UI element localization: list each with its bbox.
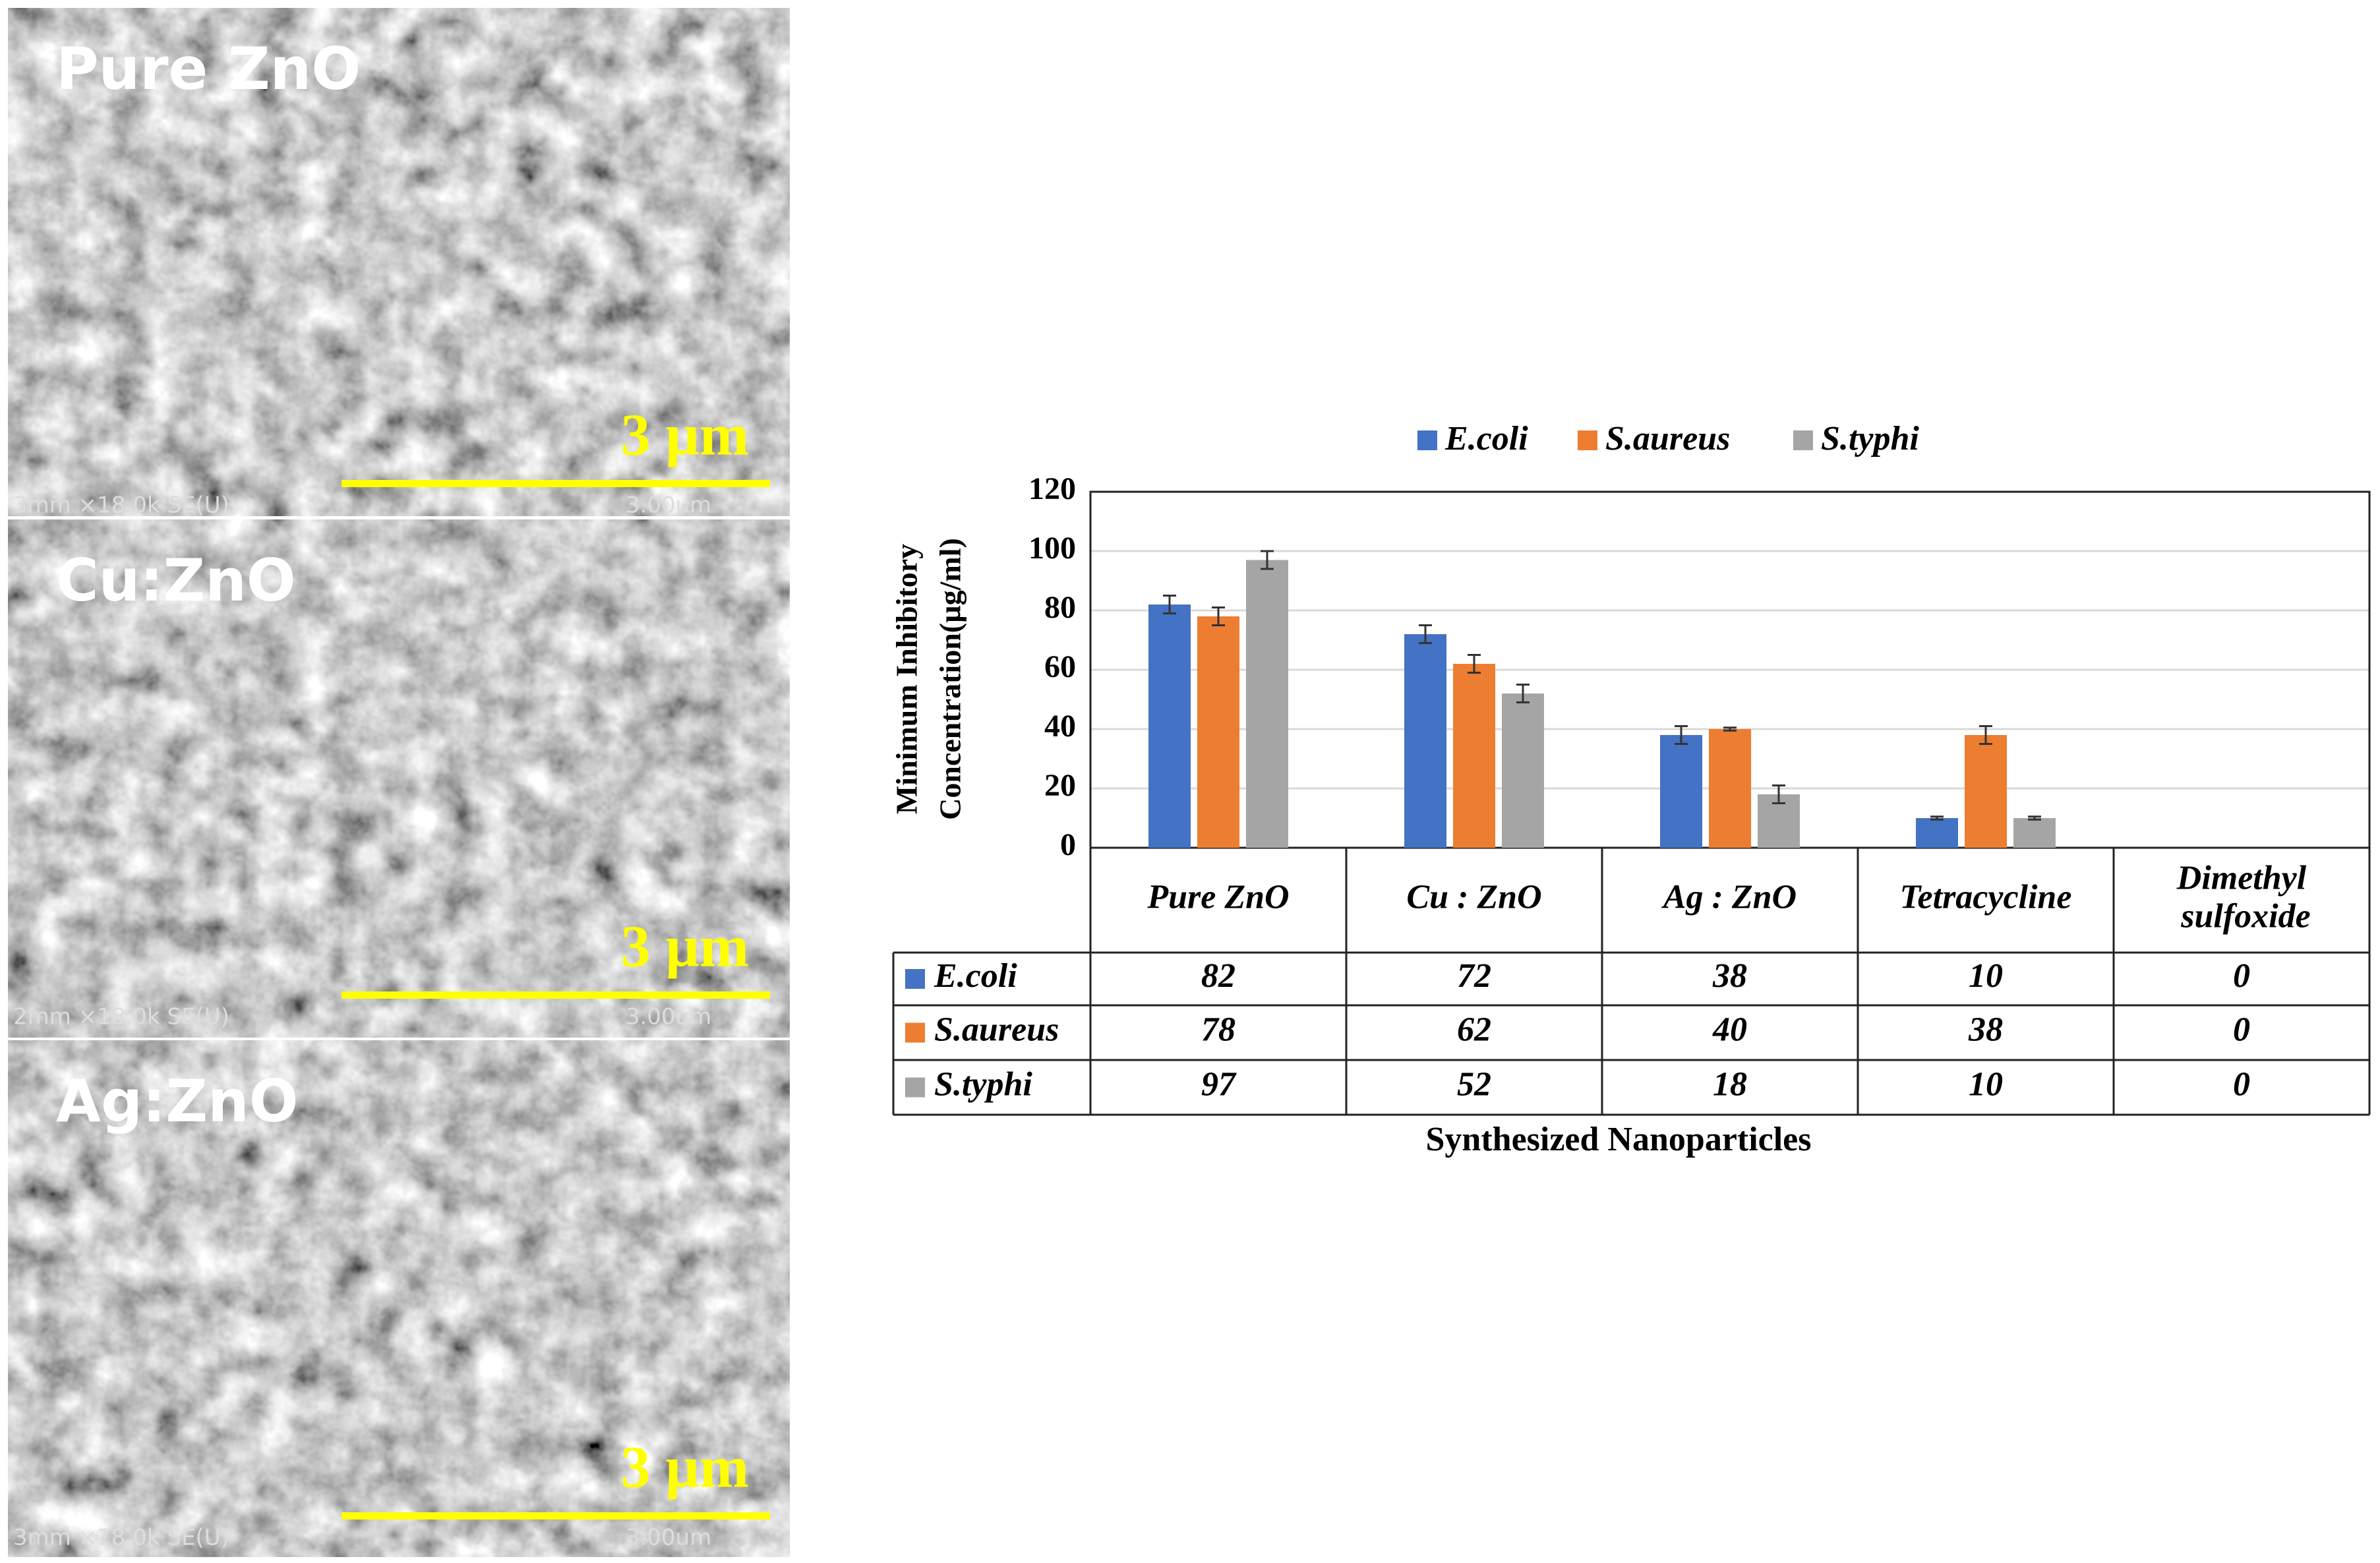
category-label: Pure ZnO xyxy=(1146,878,1289,916)
table-value: 0 xyxy=(2233,1011,2250,1048)
sem-info: 2mm ×18.0k SE(U) xyxy=(13,1004,229,1030)
legend-label: S.aureus xyxy=(1605,420,1730,457)
bar xyxy=(1709,729,1751,848)
y-axis-label: Concentration(µg/ml) xyxy=(934,538,967,820)
scale-bar xyxy=(342,991,770,999)
scale-bar xyxy=(342,480,770,487)
error-bar xyxy=(1468,654,1481,674)
row-label: S.aureus xyxy=(934,1011,1059,1048)
legend-swatch xyxy=(905,1077,925,1098)
bar xyxy=(1453,664,1495,848)
error-bar xyxy=(1723,726,1737,732)
bar xyxy=(1916,818,1958,848)
bar xyxy=(1404,634,1446,848)
y-tick-label: 100 xyxy=(1028,531,1076,566)
table-value: 38 xyxy=(1712,957,1747,995)
legend-label: S.typhi xyxy=(1821,420,1919,457)
y-tick-label: 0 xyxy=(1060,827,1076,862)
bar xyxy=(1197,616,1239,848)
bar xyxy=(2013,818,2056,848)
table-value: 40 xyxy=(1712,1011,1747,1048)
legend-swatch xyxy=(1578,430,1597,450)
table-value: 10 xyxy=(1969,957,2003,995)
y-tick-label: 120 xyxy=(1028,471,1076,506)
scale-text: 3 µm xyxy=(621,403,749,468)
table-value: 0 xyxy=(2233,1065,2250,1103)
table-value: 0 xyxy=(2233,957,2250,995)
table-value: 97 xyxy=(1201,1065,1237,1103)
table-value: 72 xyxy=(1457,957,1491,995)
table-value: 52 xyxy=(1457,1065,1491,1103)
legend-label: E.coli xyxy=(1444,420,1528,457)
y-tick-label: 20 xyxy=(1044,768,1076,803)
table-value: 38 xyxy=(1968,1011,2003,1048)
error-bar xyxy=(1261,550,1274,570)
category-label: Cu : ZnO xyxy=(1406,878,1541,916)
row-label: S.typhi xyxy=(934,1065,1032,1103)
legend-swatch xyxy=(905,1022,925,1043)
panel-label: Cu:ZnO xyxy=(56,546,296,614)
bar xyxy=(1148,605,1191,848)
sem-image xyxy=(8,1040,790,1557)
table-value: 10 xyxy=(1969,1065,2003,1103)
sem-image xyxy=(8,519,790,1038)
bar xyxy=(1246,560,1288,848)
x-axis-label: Synthesized Nanoparticles xyxy=(1426,1121,1812,1158)
legend-swatch xyxy=(905,969,925,989)
error-bar xyxy=(1930,815,1944,821)
panel-label: Ag:ZnO xyxy=(56,1067,299,1135)
legend-swatch xyxy=(1417,430,1437,450)
sem-image xyxy=(8,8,790,516)
panel-label: Pure ZnO xyxy=(56,35,361,103)
row-label: E.coli xyxy=(934,957,1017,995)
error-bar xyxy=(2028,815,2041,821)
error-bar xyxy=(1979,725,1992,745)
table-value: 62 xyxy=(1457,1011,1491,1048)
sem-info: 3mm ×18.0k SE(U) xyxy=(13,492,229,519)
error-bar xyxy=(1419,624,1432,644)
table-value: 78 xyxy=(1201,1011,1235,1048)
bar xyxy=(1502,693,1544,848)
category-label: Ag : ZnO xyxy=(1661,878,1797,916)
error-bar xyxy=(1163,595,1176,614)
category-label: Dimethyl sulfoxide xyxy=(2172,859,2310,935)
sem-bar-text: 3.00um xyxy=(626,492,711,519)
scale-bar xyxy=(342,1512,770,1519)
sem-bar-text: 3.00um xyxy=(626,1004,711,1030)
bar xyxy=(1965,735,2007,848)
error-bar xyxy=(1772,784,1785,804)
table-value: 18 xyxy=(1713,1065,1747,1103)
error-bar xyxy=(1212,606,1225,626)
error-bar xyxy=(1675,725,1688,745)
y-tick-label: 40 xyxy=(1044,709,1076,744)
category-label: Tetracycline xyxy=(1900,878,2072,916)
table-value: 82 xyxy=(1201,957,1235,995)
sem-bar-text: 3.00um xyxy=(626,1525,711,1551)
bar xyxy=(1660,735,1702,848)
legend-swatch xyxy=(1793,430,1813,450)
error-bar xyxy=(1516,684,1530,703)
sem-info: 3mm ×18.0k SE(U) xyxy=(13,1525,229,1551)
scale-text: 3 µm xyxy=(621,1435,749,1500)
y-axis-label: Minimum Inhibitory xyxy=(890,544,924,814)
y-tick-label: 80 xyxy=(1044,590,1076,625)
scale-text: 3 µm xyxy=(621,914,749,980)
y-tick-label: 60 xyxy=(1044,649,1076,684)
